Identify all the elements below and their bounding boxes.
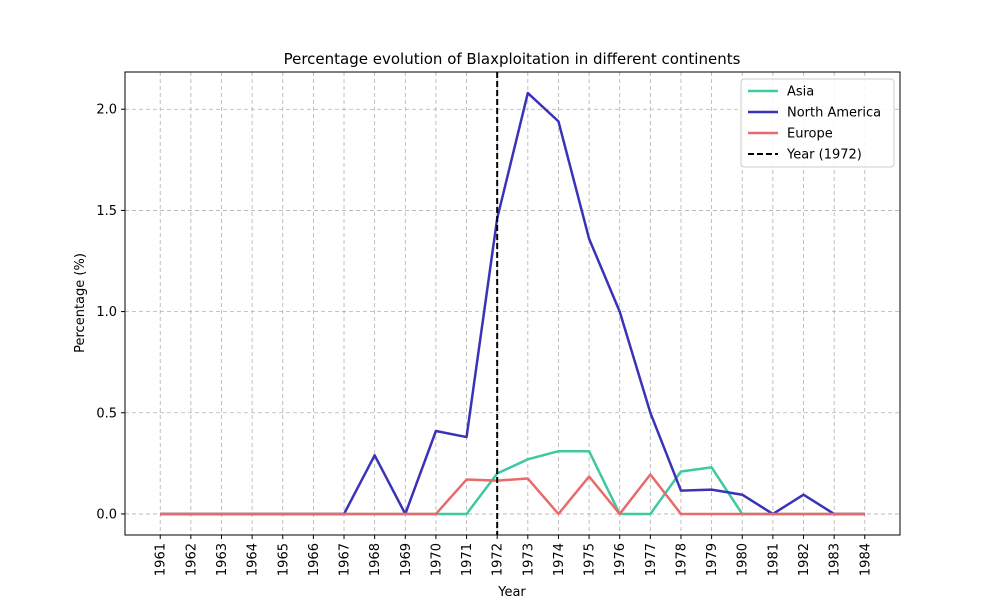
x-tick-label: 1963 <box>215 543 230 576</box>
x-axis-ticks: 1961 1962 1963 1964 1965 1966 1967 1968 1969 1970… <box>154 535 873 576</box>
x-tick-label: 1982 <box>797 543 812 576</box>
x-tick-label: 1961 <box>154 543 169 576</box>
grid-layer <box>125 72 900 535</box>
x-tick-label: 1966 <box>307 543 322 576</box>
chart-title: Percentage evolution of Blaxploitation i… <box>284 50 741 68</box>
legend: Asia North America Europe Year (1972) <box>740 78 895 168</box>
legend-label-asia: Asia <box>787 85 814 100</box>
x-tick-label: 1968 <box>368 543 383 576</box>
y-axis-title: Percentage (%) <box>73 253 88 353</box>
x-tick-label: 1969 <box>399 543 414 576</box>
x-tick-label: 1974 <box>552 543 567 576</box>
x-tick-label: 1972 <box>491 543 506 576</box>
y-tick-label: 0.0 <box>96 507 117 522</box>
x-tick-label: 1965 <box>276 543 291 576</box>
x-tick-label: 1975 <box>583 543 598 576</box>
x-tick-label: 1967 <box>338 543 353 576</box>
y-tick-label: 0.5 <box>96 406 117 421</box>
x-tick-label: 1977 <box>644 543 659 576</box>
x-tick-label: 1964 <box>246 543 261 576</box>
x-tick-label: 1973 <box>521 543 536 576</box>
x-tick-label: 1983 <box>828 543 843 576</box>
y-tick-label: 2.0 <box>96 103 117 118</box>
x-tick-label: 1980 <box>736 543 751 576</box>
plot-frame <box>124 71 901 536</box>
x-tick-label: 1981 <box>766 543 781 576</box>
series-line-europe <box>160 473 865 516</box>
x-tick-label: 1976 <box>613 543 628 576</box>
legend-box <box>740 78 895 168</box>
y-tick-label: 1.0 <box>96 305 117 320</box>
y-axis-ticks: 0.0 0.5 1.0 1.5 2.0 <box>96 103 125 522</box>
x-axis-title: Year <box>497 585 526 600</box>
x-tick-label: 1962 <box>184 543 199 576</box>
y-tick-label: 1.5 <box>96 204 117 219</box>
x-tick-label: 1979 <box>705 543 720 576</box>
x-tick-label: 1970 <box>429 543 444 576</box>
x-tick-label: 1984 <box>858 543 873 576</box>
x-tick-label: 1978 <box>674 543 689 576</box>
x-tick-label: 1971 <box>460 543 475 576</box>
legend-label-north-america: North America <box>787 106 881 121</box>
legend-label-europe: Europe <box>787 127 833 142</box>
legend-label-reference-line: Year (1972) <box>786 148 862 163</box>
series-layer <box>160 91 865 516</box>
